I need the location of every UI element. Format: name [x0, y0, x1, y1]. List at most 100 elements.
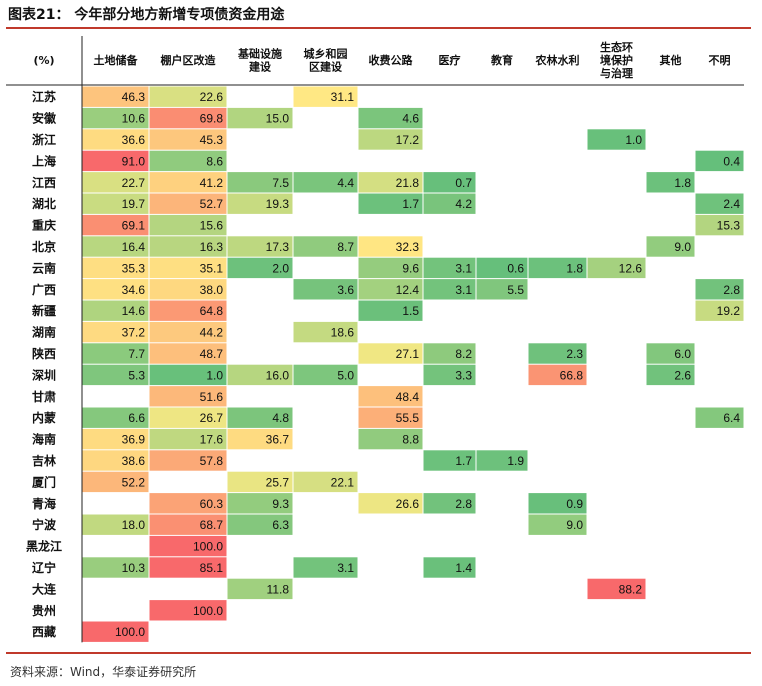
heat-cell	[149, 214, 227, 236]
heat-cell	[149, 407, 227, 428]
row-label: 青海	[32, 496, 56, 511]
column-header: 建设	[249, 60, 272, 74]
heat-cell	[82, 321, 149, 343]
cell-value: 16.4	[122, 240, 146, 254]
cell-value: 36.9	[122, 433, 146, 447]
heat-cell	[82, 236, 149, 257]
row-label: 吉林	[32, 453, 56, 468]
heat-cell	[82, 514, 149, 535]
cell-value: 18.0	[122, 518, 146, 532]
column-header: 农林水利	[535, 53, 580, 67]
cell-value: 0.4	[723, 154, 740, 168]
cell-value: 9.3	[272, 497, 289, 511]
heat-cell	[358, 493, 423, 514]
heat-cell	[423, 193, 476, 214]
row-label: 重庆	[32, 218, 56, 233]
heat-cell	[149, 129, 227, 150]
cell-value: 64.8	[200, 304, 224, 318]
heat-cell	[227, 107, 293, 129]
heat-cell	[149, 300, 227, 321]
cell-value: 34.6	[122, 283, 146, 297]
heat-cell	[82, 129, 149, 150]
cell-value: 69.8	[200, 112, 224, 126]
cell-value: 16.0	[266, 368, 290, 382]
heat-cell	[528, 514, 587, 535]
cell-value: 9.0	[674, 240, 691, 254]
heat-cell	[695, 279, 744, 300]
cell-value: 4.8	[272, 411, 289, 425]
heat-cell	[293, 364, 358, 386]
cell-value: 37.2	[122, 326, 146, 340]
heat-cell	[528, 343, 587, 364]
cell-value: 35.3	[122, 261, 146, 275]
heat-cell	[358, 257, 423, 279]
cell-value: 17.3	[266, 240, 290, 254]
column-header: 城乡和园	[304, 47, 348, 61]
heat-cell	[149, 364, 227, 386]
heat-cell	[528, 364, 587, 386]
cell-value: 35.1	[200, 261, 224, 275]
heat-cell	[358, 279, 423, 300]
cell-value: 4.4	[337, 176, 354, 190]
cell-value: 3.3	[455, 368, 472, 382]
cell-value: 5.0	[337, 368, 354, 382]
heat-cell	[149, 557, 227, 578]
heat-cell	[423, 172, 476, 193]
row-label: 厦门	[32, 474, 56, 489]
heat-cell	[646, 236, 695, 257]
cell-value: 1.5	[402, 304, 419, 318]
unit-label: (%)	[33, 54, 54, 67]
cell-value: 15.3	[717, 219, 741, 233]
cell-value: 26.6	[396, 497, 420, 511]
heat-cell	[423, 279, 476, 300]
cell-value: 100.0	[193, 540, 223, 554]
cell-value: 1.7	[402, 197, 419, 211]
row-label: 深圳	[32, 367, 56, 382]
heat-cell	[82, 279, 149, 300]
heat-cell	[82, 343, 149, 364]
cell-value: 1.4	[455, 561, 472, 575]
heat-cell	[695, 407, 744, 428]
column-header: 区建设	[309, 60, 343, 74]
cell-value: 45.3	[200, 133, 224, 147]
cell-value: 3.1	[337, 561, 354, 575]
heat-cell	[358, 343, 423, 364]
cell-value: 31.1	[331, 90, 355, 104]
chart-title: 图表21： 今年部分地方新增专项债资金用途	[8, 7, 285, 23]
heat-cell	[587, 129, 646, 150]
row-label: 云南	[32, 260, 56, 275]
heat-cell	[227, 364, 293, 386]
cell-value: 10.3	[122, 561, 146, 575]
cell-value: 1.8	[566, 261, 583, 275]
cell-value: 5.5	[507, 283, 524, 297]
heat-cell	[82, 193, 149, 214]
cell-value: 8.6	[206, 154, 223, 168]
heat-cell	[82, 428, 149, 450]
heat-cell	[82, 257, 149, 279]
heat-cell	[358, 193, 423, 214]
cell-value: 3.6	[337, 283, 354, 297]
cell-value: 1.9	[507, 454, 524, 468]
cell-value: 15.6	[200, 219, 224, 233]
cell-value: 2.0	[272, 261, 289, 275]
heat-cell	[227, 514, 293, 535]
cell-value: 22.6	[200, 90, 224, 104]
heat-cell	[358, 300, 423, 321]
cell-value: 48.7	[200, 347, 224, 361]
row-label: 浙江	[32, 132, 56, 147]
heat-cell	[358, 172, 423, 193]
heat-cell	[149, 600, 227, 621]
cell-value: 3.1	[455, 283, 472, 297]
cell-value: 8.8	[402, 433, 419, 447]
column-header: 收费公路	[369, 53, 414, 67]
column-header: 不明	[709, 54, 731, 67]
cell-value: 15.0	[266, 112, 290, 126]
cell-value: 25.7	[266, 475, 290, 489]
column-header: 境保护	[600, 53, 633, 67]
row-label: 宁波	[32, 517, 57, 532]
column-header: 基础设施	[237, 47, 282, 61]
cell-value: 26.7	[200, 411, 224, 425]
row-label: 黑龙江	[26, 539, 62, 554]
top-rule	[6, 27, 751, 29]
cell-value: 12.6	[619, 261, 643, 275]
